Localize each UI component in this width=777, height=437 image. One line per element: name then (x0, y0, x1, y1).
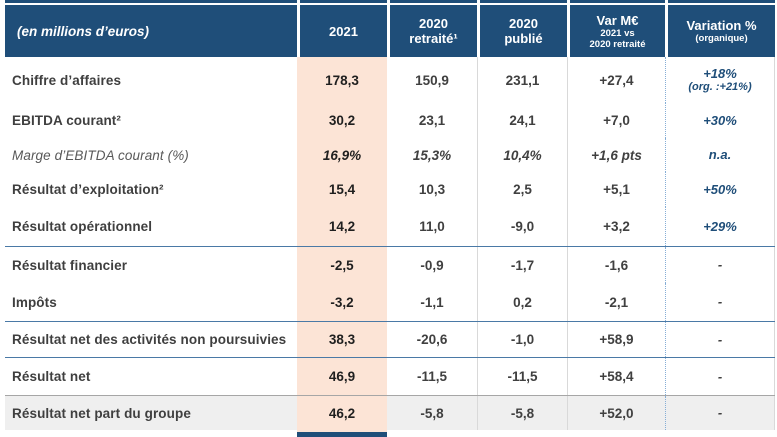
top-rule-segment (5, 0, 297, 3)
value-2021: 178,3 (297, 57, 387, 103)
table-row-ebitda-courant: EBITDA courant² 30,2 23,1 24,1 +7,0 +30% (5, 103, 775, 138)
top-rule-segment (567, 0, 665, 3)
row-label: EBITDA courant² (12, 113, 121, 128)
value-var: +27,4 (567, 57, 665, 103)
value-2021: 15,4 (297, 172, 387, 207)
value-2020-retraite: 23,1 (418, 113, 446, 128)
value-2020-publie: -1,0 (477, 322, 567, 357)
row-label: Résultat financier (12, 257, 128, 273)
value-variation-pct: - (665, 396, 775, 430)
value-2021: 16,9% (297, 138, 387, 172)
value-var: +52,0 (567, 396, 665, 430)
value-2020-publie: -5,8 (477, 396, 567, 430)
value-var: +3,2 (567, 207, 665, 246)
value-variation-pct: +18% (org. :+21%) (665, 57, 775, 103)
value-2020-retraite: -1,1 (420, 294, 444, 310)
table-row-resultat-operationnel: Résultat opérationnel 14,2 11,0 -9,0 +3,… (5, 207, 775, 246)
column-header-2020-publie: 2020 publié (477, 5, 567, 57)
value-var: +5,1 (567, 172, 665, 207)
column-header-var-meur: Var M€ 2021 vs 2020 retraité (567, 5, 665, 57)
table-row-marge-ebitda: Marge d’EBITDA courant (%) 16,9% 15,3% 1… (5, 138, 775, 172)
top-rule-segment (387, 0, 477, 3)
column-header-units: (en millions d’euros) (5, 5, 297, 57)
value-2021: 30,2 (297, 103, 387, 138)
table-row-resultat-financier: Résultat financier -2,5 -0,9 -1,7 -1,6 - (5, 246, 775, 283)
value-variation-pct: - (665, 283, 775, 321)
column-header-2020-retraite: 2020 retraité¹ (387, 5, 477, 57)
table-row-chiffre-daffaires: Chiffre d’affaires 178,3 150,9 231,1 +27… (5, 57, 775, 103)
table-row-resultat-net-activites-non-poursuivies: Résultat net des activités non poursuivi… (5, 321, 775, 357)
value-2020-retraite: 11,0 (419, 219, 445, 234)
value-variation-pct: - (665, 247, 775, 283)
row-label: Résultat opérationnel (12, 219, 153, 234)
bottom-strip-spacer (477, 430, 567, 437)
value-var: +58,9 (567, 322, 665, 357)
value-variation-pct: - (665, 358, 775, 395)
row-label: Résultat net (12, 369, 91, 384)
value-2020-publie: 2,5 (477, 172, 567, 207)
value-2020-retraite: -11,5 (416, 369, 448, 384)
bottom-strip-spacer (387, 430, 477, 437)
value-2021: -2,5 (297, 247, 387, 283)
value-2020-retraite: 10,3 (418, 182, 446, 197)
top-rule-segment (665, 0, 775, 3)
bottom-strip-spacer (665, 430, 775, 437)
column-header-variation-pct: Variation % (organique) (665, 5, 775, 57)
row-label: Résultat net part du groupe (5, 396, 297, 430)
value-2021: 14,2 (297, 207, 387, 246)
value-2020-publie: 231,1 (477, 57, 567, 103)
value-2020-publie: -1,7 (477, 247, 567, 283)
column-header-2021: 2021 (297, 5, 387, 57)
bottom-strip-spacer (5, 430, 297, 437)
value-2020-publie: 10,4% (477, 138, 567, 172)
table-header-row: (en millions d’euros) 2021 2020 retraité… (5, 5, 775, 57)
value-2020-retraite: -0,9 (420, 257, 444, 273)
row-label: Chiffre d’affaires (12, 72, 122, 88)
value-2020-publie: -11,5 (477, 358, 567, 395)
row-label: Marge d’EBITDA courant (%) (12, 147, 189, 163)
value-variation-pct: +29% (665, 207, 775, 246)
value-var: -2,1 (567, 283, 665, 321)
units-label: (en millions d’euros) (17, 23, 150, 39)
value-2020-publie: -9,0 (477, 207, 567, 246)
table-row-resultat-net: Résultat net 46,9 -11,5 -11,5 +58,4 - (5, 357, 775, 395)
value-variation-pct: +30% (665, 103, 775, 138)
row-label: Impôts (12, 294, 57, 310)
value-2020-retraite: -5,8 (387, 396, 477, 430)
table-row-resultat-exploitation: Résultat d’exploitation² 15,4 10,3 2,5 +… (5, 172, 775, 207)
bottom-strip-spacer (567, 430, 665, 437)
value-2020-publie: 24,1 (477, 103, 567, 138)
row-label: Résultat d’exploitation² (12, 182, 164, 197)
table-row-impots: Impôts -3,2 -1,1 0,2 -2,1 - (5, 283, 775, 321)
header-top-rule (5, 0, 775, 3)
value-2021: 38,3 (297, 322, 387, 357)
top-rule-segment (477, 0, 567, 3)
value-2021: 46,9 (297, 358, 387, 395)
value-var: +7,0 (567, 103, 665, 138)
value-2020-retraite: 15,3% (412, 147, 452, 163)
row-label: Résultat net des activités non poursuivi… (12, 332, 287, 347)
value-2020-publie: 0,2 (477, 283, 567, 321)
value-2021: -3,2 (297, 283, 387, 321)
value-var: -1,6 (567, 247, 665, 283)
value-var: +1,6 pts (567, 138, 665, 172)
value-variation-pct: n.a. (665, 138, 775, 172)
value-var: +58,4 (567, 358, 665, 395)
value-2020-retraite: -20,6 (416, 332, 448, 347)
value-variation-pct: - (665, 322, 775, 357)
table-bottom-strip (5, 430, 775, 437)
value-2020-retraite: 150,9 (415, 72, 449, 88)
top-rule-segment (297, 0, 387, 3)
value-variation-pct: +50% (665, 172, 775, 207)
highlight-column-bottom-bar (297, 430, 387, 437)
table-row-resultat-net-part-du-groupe: Résultat net part du groupe 46,2 -5,8 -5… (5, 395, 775, 430)
value-2021: 46,2 (297, 396, 387, 430)
